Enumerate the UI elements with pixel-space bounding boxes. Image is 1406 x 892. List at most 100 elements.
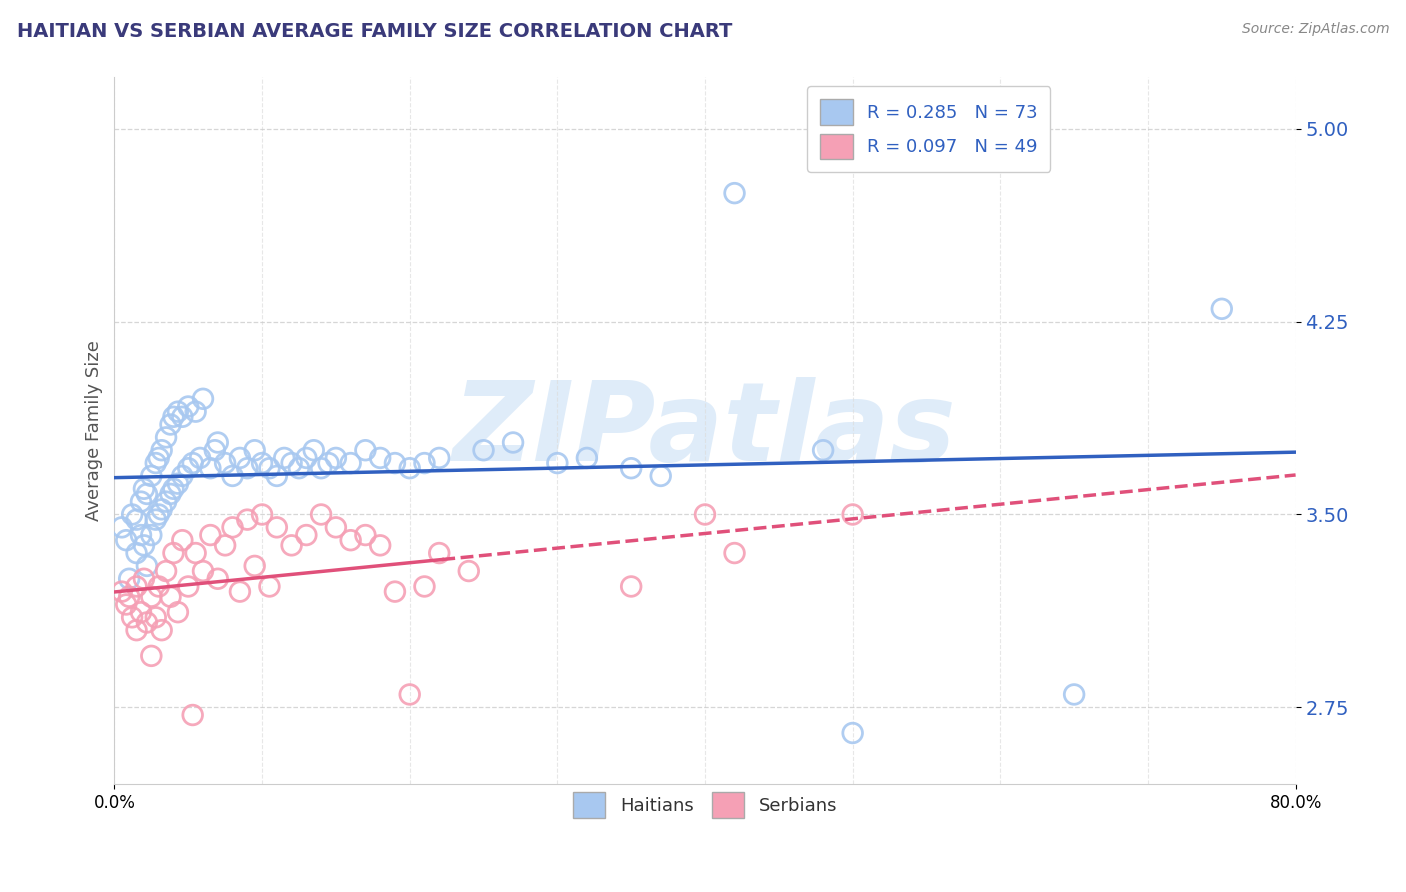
Point xyxy=(150,443,173,458)
Point xyxy=(295,450,318,465)
Point xyxy=(177,461,200,475)
Point xyxy=(384,584,406,599)
Point xyxy=(229,450,252,465)
Point xyxy=(177,579,200,593)
Point xyxy=(325,450,347,465)
Point xyxy=(181,456,204,470)
Point xyxy=(354,443,377,458)
Point xyxy=(398,461,420,475)
Point xyxy=(135,487,157,501)
Point xyxy=(295,528,318,542)
Point xyxy=(150,502,173,516)
Point xyxy=(167,476,190,491)
Point xyxy=(121,508,143,522)
Point xyxy=(150,623,173,637)
Point xyxy=(841,726,863,740)
Point xyxy=(339,533,361,548)
Point xyxy=(162,546,184,560)
Point xyxy=(427,450,450,465)
Point xyxy=(204,443,226,458)
Point xyxy=(472,443,495,458)
Point xyxy=(148,508,170,522)
Point xyxy=(1211,301,1233,316)
Point xyxy=(723,546,745,560)
Point xyxy=(148,450,170,465)
Point xyxy=(200,528,222,542)
Point xyxy=(118,572,141,586)
Point xyxy=(413,579,436,593)
Point xyxy=(650,469,672,483)
Point xyxy=(125,546,148,560)
Point xyxy=(191,564,214,578)
Point xyxy=(162,482,184,496)
Point xyxy=(575,450,598,465)
Point xyxy=(188,450,211,465)
Point xyxy=(172,533,194,548)
Point xyxy=(145,513,167,527)
Point xyxy=(121,610,143,624)
Point xyxy=(723,186,745,201)
Point xyxy=(207,435,229,450)
Point xyxy=(1063,688,1085,702)
Point xyxy=(318,456,340,470)
Point xyxy=(273,450,295,465)
Point xyxy=(111,584,134,599)
Point xyxy=(172,469,194,483)
Point xyxy=(368,538,391,552)
Point xyxy=(693,508,716,522)
Point xyxy=(243,443,266,458)
Point xyxy=(368,450,391,465)
Point xyxy=(214,538,236,552)
Point xyxy=(118,590,141,604)
Point xyxy=(546,456,568,470)
Point xyxy=(167,404,190,418)
Point xyxy=(250,508,273,522)
Point xyxy=(214,456,236,470)
Point xyxy=(207,572,229,586)
Point xyxy=(413,456,436,470)
Point xyxy=(302,443,325,458)
Point xyxy=(141,528,163,542)
Point xyxy=(354,528,377,542)
Point xyxy=(811,443,834,458)
Point xyxy=(309,508,332,522)
Point xyxy=(841,508,863,522)
Point xyxy=(259,579,281,593)
Text: HAITIAN VS SERBIAN AVERAGE FAMILY SIZE CORRELATION CHART: HAITIAN VS SERBIAN AVERAGE FAMILY SIZE C… xyxy=(17,22,733,41)
Point xyxy=(172,409,194,424)
Point xyxy=(155,494,177,508)
Point xyxy=(181,708,204,723)
Point xyxy=(159,417,181,432)
Point xyxy=(125,623,148,637)
Point xyxy=(111,520,134,534)
Point xyxy=(309,461,332,475)
Point xyxy=(250,456,273,470)
Point xyxy=(129,528,152,542)
Point xyxy=(427,546,450,560)
Point xyxy=(259,461,281,475)
Point xyxy=(339,456,361,470)
Point xyxy=(184,546,207,560)
Point xyxy=(236,513,259,527)
Point xyxy=(129,605,152,619)
Point xyxy=(115,533,138,548)
Point xyxy=(191,392,214,406)
Point xyxy=(159,590,181,604)
Text: ZIPatlas: ZIPatlas xyxy=(453,377,957,484)
Point xyxy=(288,461,311,475)
Point xyxy=(229,584,252,599)
Point xyxy=(145,456,167,470)
Y-axis label: Average Family Size: Average Family Size xyxy=(86,341,103,521)
Point xyxy=(159,487,181,501)
Point xyxy=(384,456,406,470)
Point xyxy=(457,564,479,578)
Point xyxy=(221,520,243,534)
Point xyxy=(162,409,184,424)
Point xyxy=(398,688,420,702)
Point xyxy=(132,538,155,552)
Point xyxy=(129,494,152,508)
Point xyxy=(148,579,170,593)
Point xyxy=(125,579,148,593)
Text: Source: ZipAtlas.com: Source: ZipAtlas.com xyxy=(1241,22,1389,37)
Point xyxy=(184,404,207,418)
